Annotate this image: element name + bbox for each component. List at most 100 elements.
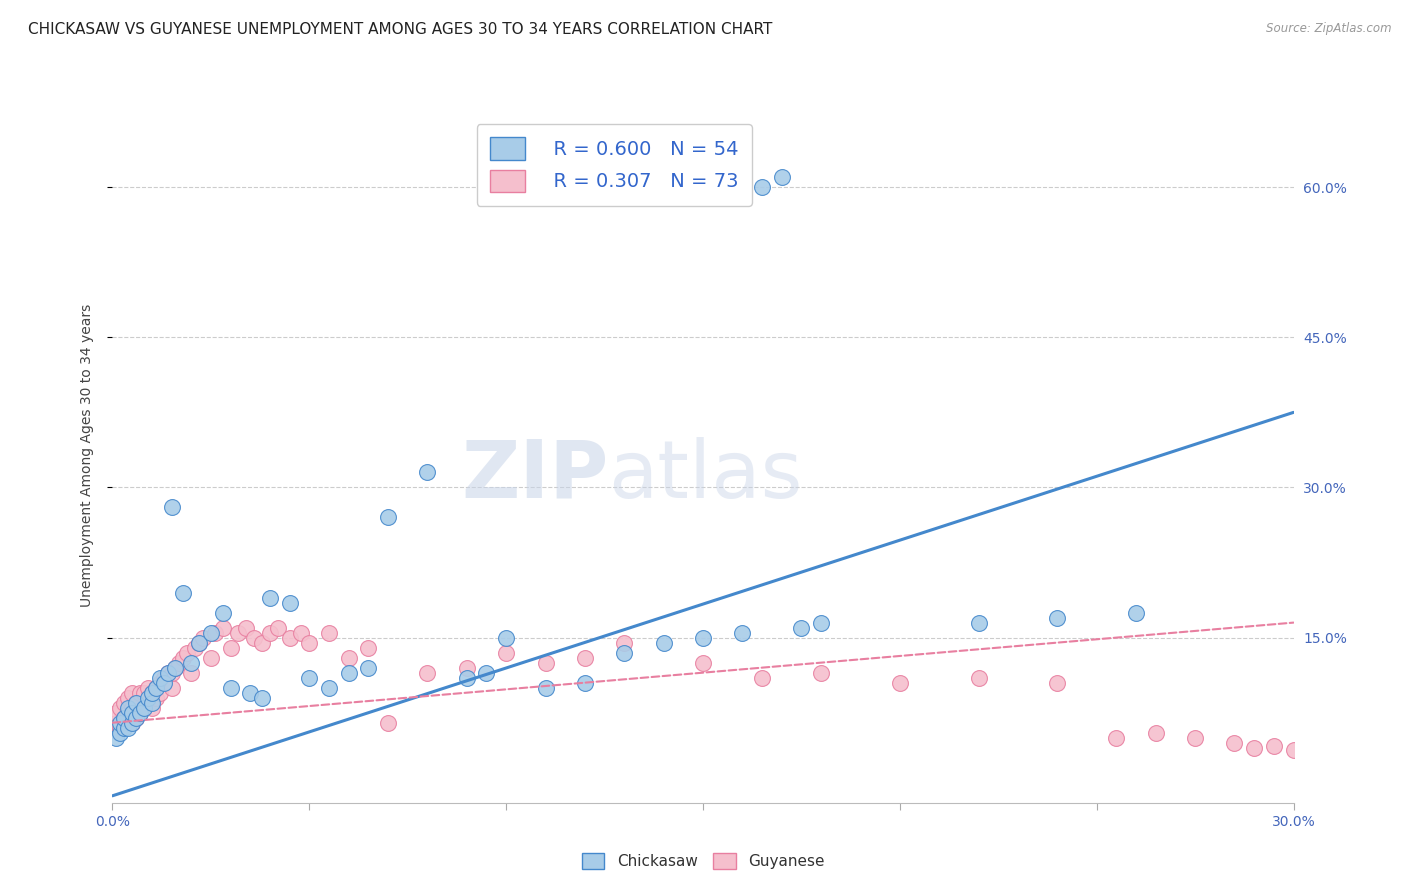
- Point: [125, 711, 148, 725]
- Point: [967, 615, 990, 630]
- Point: [278, 631, 301, 645]
- Point: [235, 621, 257, 635]
- Point: [136, 696, 159, 710]
- Point: [770, 170, 793, 185]
- Point: [169, 656, 191, 670]
- Point: [204, 625, 226, 640]
- Point: [117, 721, 139, 735]
- Point: [211, 621, 233, 635]
- Point: [318, 681, 340, 695]
- Point: [495, 631, 517, 645]
- Point: [416, 466, 439, 480]
- Point: [117, 690, 139, 705]
- Point: [1144, 725, 1167, 739]
- Point: [145, 681, 167, 695]
- Point: [298, 635, 321, 649]
- Point: [1046, 610, 1069, 624]
- Point: [1223, 736, 1246, 750]
- Point: [1125, 606, 1147, 620]
- Text: atlas: atlas: [609, 437, 803, 515]
- Point: [574, 675, 596, 690]
- Point: [259, 625, 281, 640]
- Point: [228, 625, 250, 640]
- Point: [243, 631, 266, 645]
- Point: [132, 686, 155, 700]
- Point: [191, 631, 214, 645]
- Text: Source: ZipAtlas.com: Source: ZipAtlas.com: [1267, 22, 1392, 36]
- Point: [357, 640, 380, 655]
- Point: [156, 665, 179, 680]
- Point: [889, 675, 911, 690]
- Point: [278, 596, 301, 610]
- Point: [105, 706, 128, 720]
- Point: [112, 721, 135, 735]
- Point: [692, 631, 714, 645]
- Point: [141, 686, 163, 700]
- Point: [751, 180, 773, 194]
- Point: [475, 665, 498, 680]
- Point: [172, 650, 194, 665]
- Point: [125, 696, 148, 710]
- Point: [112, 696, 135, 710]
- Point: [112, 711, 135, 725]
- Point: [129, 706, 152, 720]
- Point: [121, 715, 143, 730]
- Point: [141, 686, 163, 700]
- Point: [652, 635, 675, 649]
- Point: [219, 681, 242, 695]
- Point: [132, 700, 155, 714]
- Point: [129, 686, 152, 700]
- Point: [377, 510, 399, 524]
- Point: [219, 640, 242, 655]
- Point: [1184, 731, 1206, 745]
- Point: [200, 625, 222, 640]
- Point: [165, 660, 187, 674]
- Point: [152, 671, 174, 685]
- Point: [298, 671, 321, 685]
- Point: [250, 690, 273, 705]
- Point: [456, 671, 478, 685]
- Point: [731, 625, 754, 640]
- Point: [613, 635, 636, 649]
- Point: [290, 625, 312, 640]
- Point: [967, 671, 990, 685]
- Point: [149, 671, 172, 685]
- Point: [574, 650, 596, 665]
- Point: [121, 686, 143, 700]
- Point: [188, 635, 211, 649]
- Point: [1046, 675, 1069, 690]
- Point: [110, 700, 132, 714]
- Point: [1282, 743, 1305, 757]
- Point: [121, 700, 143, 714]
- Legend:   R = 0.600   N = 54,   R = 0.307   N = 73: R = 0.600 N = 54, R = 0.307 N = 73: [477, 124, 752, 205]
- Point: [141, 696, 163, 710]
- Point: [132, 700, 155, 714]
- Point: [156, 665, 179, 680]
- Point: [117, 706, 139, 720]
- Point: [165, 660, 187, 674]
- Point: [110, 715, 132, 730]
- Point: [337, 650, 360, 665]
- Point: [149, 675, 172, 690]
- Point: [145, 690, 167, 705]
- Point: [145, 681, 167, 695]
- Text: CHICKASAW VS GUYANESE UNEMPLOYMENT AMONG AGES 30 TO 34 YEARS CORRELATION CHART: CHICKASAW VS GUYANESE UNEMPLOYMENT AMONG…: [28, 22, 772, 37]
- Point: [160, 665, 183, 680]
- Legend: Chickasaw, Guyanese: Chickasaw, Guyanese: [575, 847, 831, 875]
- Point: [810, 665, 832, 680]
- Point: [184, 640, 207, 655]
- Point: [1105, 731, 1128, 745]
- Point: [337, 665, 360, 680]
- Point: [1243, 740, 1265, 755]
- Point: [1263, 739, 1285, 753]
- Point: [188, 635, 211, 649]
- Point: [495, 646, 517, 660]
- Point: [613, 646, 636, 660]
- Point: [180, 665, 202, 680]
- Point: [129, 706, 152, 720]
- Point: [318, 625, 340, 640]
- Point: [160, 500, 183, 515]
- Point: [110, 725, 132, 739]
- Point: [180, 656, 202, 670]
- Point: [239, 686, 262, 700]
